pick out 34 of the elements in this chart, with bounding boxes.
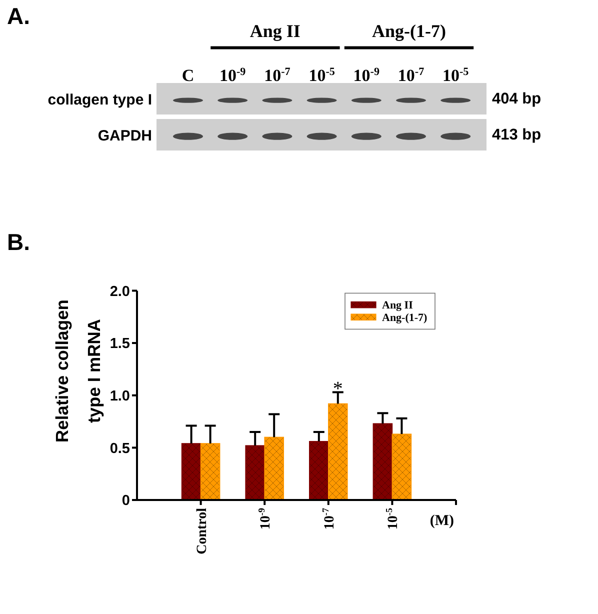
text: Ang II: [250, 21, 300, 41]
bar: [200, 443, 220, 500]
category-label: GAPDH: [98, 127, 152, 144]
x-tick-label: Control: [194, 508, 210, 554]
category-label: 10$^{-5}$: [442, 66, 470, 85]
x-axis-title: (M): [430, 513, 454, 529]
text: Ang-(1-7): [372, 21, 446, 41]
y-tick-label: 1.5: [110, 336, 130, 352]
category-label: 10$^{-5}$: [308, 66, 336, 85]
category-label: 10$^{-7}$: [264, 66, 291, 85]
y-tick-label: 0: [122, 493, 130, 510]
category-label: 10$^{-9}$: [353, 66, 380, 85]
bar: [181, 443, 202, 500]
y-tick-label: 2.0: [110, 284, 130, 300]
legend-label: Ang II: [382, 300, 413, 312]
y-tick-label: 1.0: [110, 388, 130, 404]
category-label: C: [182, 66, 194, 85]
text: A.: [7, 3, 30, 29]
category-label: collagen type I: [48, 91, 152, 108]
bar: [392, 434, 412, 500]
legend-label: Ang-(1-7): [382, 312, 428, 324]
y-tick-label: 0.5: [110, 440, 130, 457]
category-label: 404 bp: [492, 90, 542, 108]
bar: [264, 436, 284, 500]
category-label: 10$^{-7}$: [398, 66, 425, 85]
category-label: 413 bp: [492, 126, 542, 144]
bar: [328, 403, 348, 500]
category-label: 10$^{-9}$: [220, 66, 246, 85]
y-axis-title: Relative collagen type I mRNA: [52, 300, 104, 442]
annotation: *: [332, 378, 343, 400]
bar: [372, 423, 393, 500]
bar: [245, 445, 265, 500]
bar: [309, 440, 329, 500]
chart-title: B.: [7, 229, 30, 255]
